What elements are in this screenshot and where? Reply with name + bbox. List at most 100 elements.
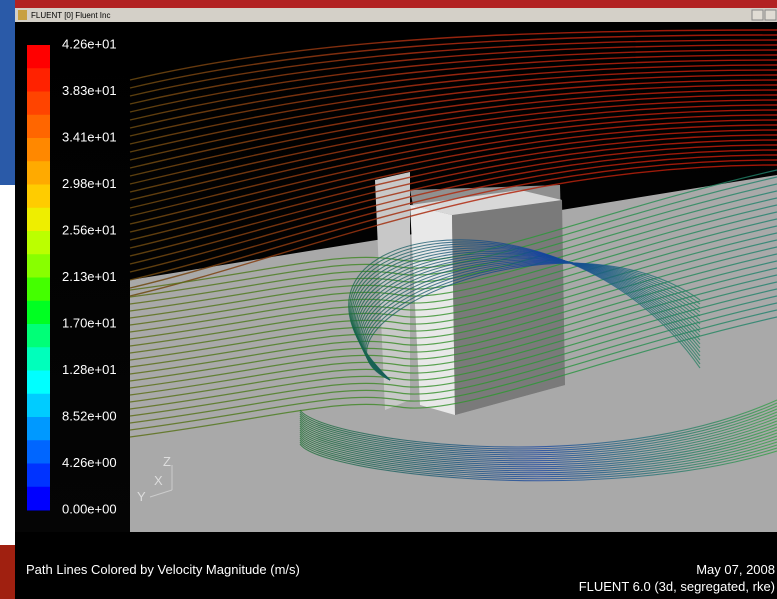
streamline	[129, 119, 777, 225]
streamline	[129, 183, 777, 305]
colorbar-band	[27, 463, 50, 488]
maximize-button[interactable]	[764, 9, 777, 21]
colorbar-band	[27, 324, 50, 348]
triad-z: Z	[163, 454, 171, 469]
date: May 07, 2008	[696, 562, 775, 577]
colorbar-band	[27, 440, 50, 464]
colorbar-label: 2.98e+01	[62, 176, 117, 191]
streamline	[299, 252, 777, 468]
streamline	[129, 176, 777, 298]
streamline	[129, 114, 777, 217]
window-title: FLUENT [0] Fluent Inc	[31, 11, 110, 20]
colorbar-band	[27, 393, 50, 418]
colorbar-band	[27, 486, 50, 511]
caption: Path Lines Colored by Velocity Magnitude…	[26, 562, 300, 577]
streamline	[129, 154, 777, 281]
version: FLUENT 6.0 (3d, segregated, rke)	[579, 579, 775, 594]
streamline	[129, 89, 777, 177]
slide-bar	[0, 0, 777, 8]
streamline	[129, 232, 777, 354]
streamline	[129, 39, 777, 97]
colorbar-band	[27, 184, 50, 209]
streamline	[129, 64, 777, 137]
title-bar	[15, 8, 777, 22]
streamline	[129, 59, 777, 129]
streamline	[129, 149, 777, 273]
streamline	[299, 259, 777, 458]
streamline	[129, 267, 777, 389]
colorbar-band	[27, 417, 50, 441]
colorbar-label: 3.83e+01	[62, 83, 117, 98]
streamline	[129, 316, 777, 438]
colorbar-band	[27, 68, 50, 92]
slide-side	[0, 0, 15, 185]
colorbar-band	[27, 138, 50, 162]
streamline	[129, 44, 777, 105]
streamline	[129, 54, 777, 121]
streamline	[129, 129, 777, 241]
streamline	[129, 29, 777, 81]
streamline	[129, 104, 777, 201]
streamline	[129, 281, 777, 403]
streamline	[129, 79, 777, 161]
streamline	[129, 218, 777, 340]
streamline	[129, 144, 777, 265]
streamline	[299, 254, 777, 466]
triad-x: X	[154, 473, 163, 488]
streamline	[129, 302, 777, 424]
colorbar-label: 4.26e+01	[62, 36, 117, 51]
colorbar-band	[27, 207, 50, 232]
streamline	[129, 99, 777, 193]
colorbar-band	[27, 300, 50, 325]
streamline	[299, 258, 777, 460]
streamline	[299, 260, 777, 456]
colorbar-band	[27, 370, 50, 395]
colorbar-label: 2.56e+01	[62, 222, 117, 237]
streamline	[129, 190, 777, 312]
streamline	[129, 295, 777, 417]
colorbar: 4.26e+01 3.83e+01 3.41e+01 2.98e+01 2.56e+01…	[27, 36, 117, 516]
app-icon	[18, 10, 27, 20]
streamline	[129, 94, 777, 185]
colorbar-label: 0.00e+00	[62, 501, 117, 516]
colorbar-band	[27, 254, 50, 278]
streamline	[129, 309, 777, 431]
streamline	[129, 134, 777, 249]
streamline	[129, 164, 777, 297]
colorbar-label: 1.28e+01	[62, 362, 117, 377]
colorbar-label: 3.41e+01	[62, 129, 117, 144]
streamline	[129, 225, 777, 347]
streamline	[299, 251, 777, 470]
colorbar-label: 8.52e+00	[62, 408, 117, 423]
colorbar-band	[27, 45, 50, 69]
building-top	[410, 190, 562, 215]
streamlines	[129, 29, 777, 482]
streamline	[129, 288, 777, 410]
streamline	[129, 139, 777, 257]
streamline	[129, 274, 777, 396]
colorbar-label: 4.26e+00	[62, 455, 117, 470]
slide-corner	[0, 545, 15, 599]
streamline	[129, 49, 777, 113]
footer	[15, 532, 777, 599]
streamline	[299, 257, 777, 462]
streamline	[299, 255, 777, 464]
colorbar-band	[27, 114, 50, 139]
streamline	[129, 124, 777, 233]
colorbar-band	[27, 277, 50, 302]
streamline	[129, 74, 777, 153]
colorbar-label: 1.70e+01	[62, 315, 117, 330]
triad-axis	[149, 489, 173, 498]
streamline	[129, 84, 777, 169]
streamline	[129, 109, 777, 209]
colorbar-band	[27, 91, 50, 116]
minimize-button[interactable]	[751, 9, 764, 21]
streamline	[129, 34, 777, 89]
streamline	[129, 159, 777, 289]
triad-y: Y	[137, 489, 146, 504]
streamline	[299, 239, 777, 482]
colorbar-band	[27, 231, 50, 255]
colorbar-label: 2.13e+01	[62, 269, 117, 284]
